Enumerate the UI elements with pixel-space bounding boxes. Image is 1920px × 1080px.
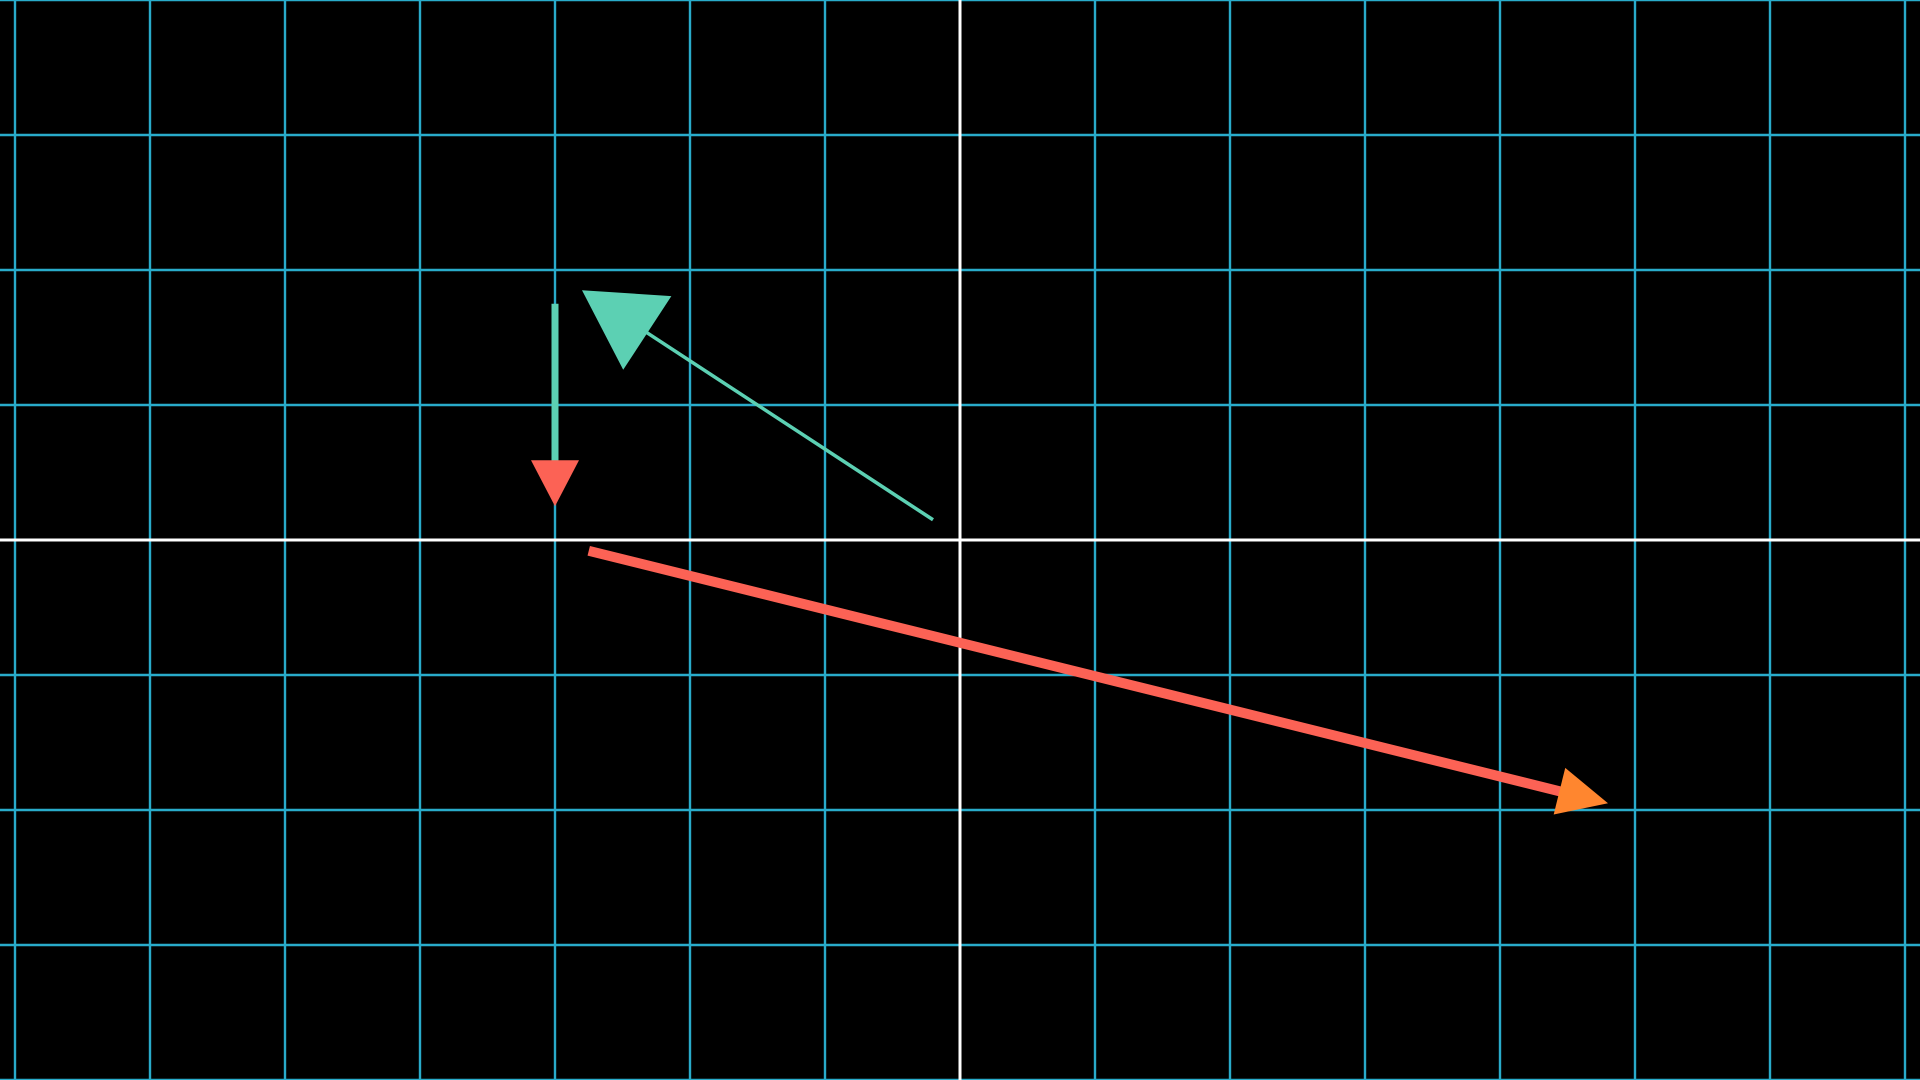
vector-arrowhead <box>582 290 672 370</box>
vector-long-down-right <box>587 545 1608 815</box>
vector-thin-up-left <box>582 290 934 522</box>
vector-shaft <box>587 545 1563 797</box>
vector-shaft <box>644 330 934 522</box>
vectors <box>531 290 1608 815</box>
vector-arrowhead <box>1553 767 1608 815</box>
vector-short-down <box>531 303 579 507</box>
vector-arrowhead <box>531 460 579 507</box>
